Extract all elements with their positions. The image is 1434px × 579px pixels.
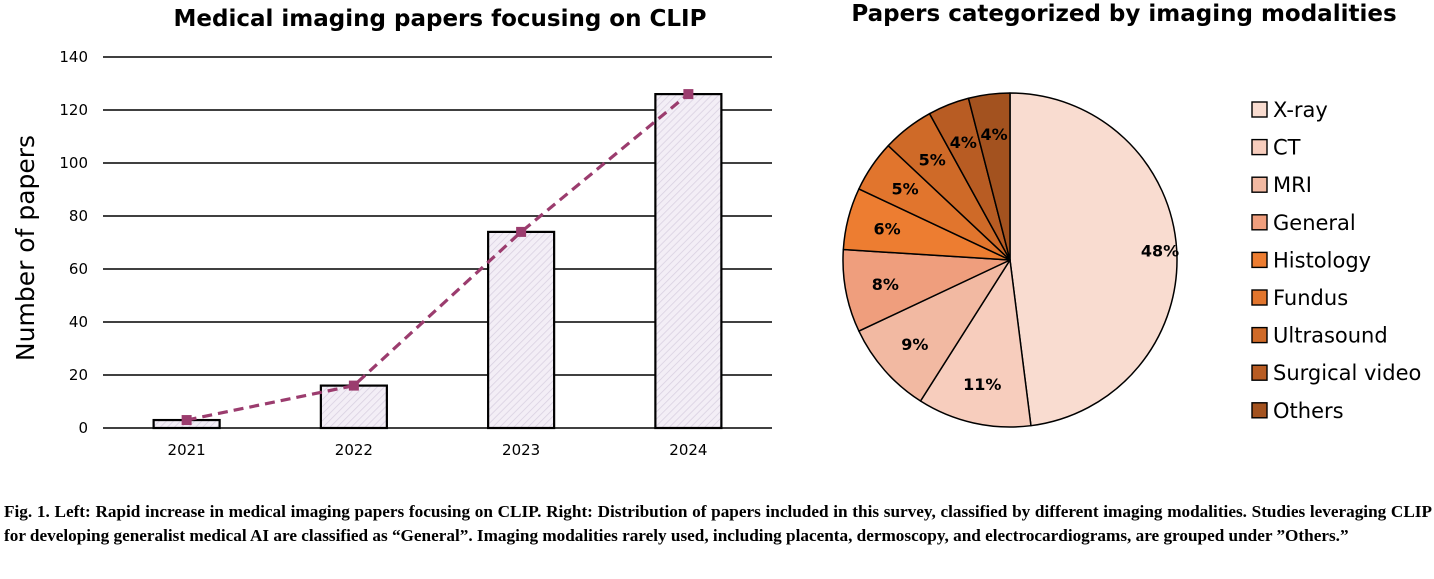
trend-line-path [186, 92, 690, 422]
legend-label: Surgical video [1273, 361, 1421, 385]
slice-mri [858, 259, 1011, 402]
y-tick-label: 100 [59, 154, 88, 172]
y-tick-label: 80 [69, 207, 88, 225]
y-axis-ticks: 0 20 40 60 80 100 120 140 [59, 48, 88, 437]
slice-label: 4% [950, 133, 977, 152]
y-tick-label: 120 [59, 101, 88, 119]
legend-label: General [1273, 211, 1356, 235]
x-tick-label: 2021 [168, 441, 206, 459]
y-tick-label: 20 [69, 366, 88, 384]
pie-chart-title: Papers categorized by imaging modalities [851, 1, 1396, 27]
slice-label: 9% [901, 335, 928, 354]
slice-others [967, 92, 1011, 261]
x-tick-label: 2022 [335, 441, 373, 459]
legend-label: Others [1273, 399, 1344, 423]
pie-slices [842, 92, 1178, 428]
legend-label: CT [1273, 136, 1301, 160]
figure: Medical imaging papers focusing on CLIP … [11, 1, 1421, 459]
bar-chart: Medical imaging papers focusing on CLIP … [11, 6, 772, 459]
slice-label: 5% [919, 151, 946, 170]
y-axis-label: Number of papers [11, 135, 40, 361]
legend-swatch [1251, 402, 1268, 419]
legend-swatch [1251, 214, 1268, 231]
legend: X-ray CT MRI General Histology Fundus Ultrasou… [1251, 98, 1421, 423]
legend-label: Fundus [1273, 286, 1348, 310]
bars [152, 92, 723, 430]
pie-labels: 48%11%9%8%6%5%5%4% 4% [872, 125, 1179, 394]
x-tick-label: 2024 [669, 441, 707, 459]
legend-swatch [1251, 326, 1268, 344]
gridlines [103, 56, 772, 429]
legend-label: Histology [1273, 248, 1371, 272]
x-axis-ticks: 2021 2022 2023 2024 [168, 441, 708, 459]
x-tick-label: 2023 [502, 441, 540, 459]
legend-label: X-ray [1273, 98, 1328, 122]
slice-ct [919, 259, 1032, 428]
trend-marker-2024 [683, 89, 694, 100]
slice-label: 8% [872, 275, 899, 294]
legend-label: MRI [1273, 173, 1312, 197]
trend-line [181, 89, 694, 426]
slice-label: 4% [981, 125, 1008, 144]
legend-swatch [1251, 101, 1268, 118]
slice-label: 11% [963, 375, 1001, 394]
bar-2023 [487, 230, 556, 430]
slice-label: 48% [1141, 242, 1179, 261]
slice-x-ray [1009, 92, 1178, 427]
figure-caption: Fig. 1. Left: Rapid increase in medical … [4, 502, 1432, 545]
y-tick-label: 0 [78, 419, 88, 437]
trend-marker-2022 [348, 380, 359, 391]
trend-marker-2021 [181, 415, 192, 426]
y-tick-label: 40 [69, 313, 88, 331]
bar-2024 [654, 92, 723, 430]
pie-chart: Papers categorized by imaging modalities… [842, 1, 1421, 428]
slice-label: 5% [891, 180, 918, 199]
y-tick-label: 140 [59, 48, 88, 66]
bar-chart-title: Medical imaging papers focusing on CLIP [174, 6, 707, 32]
trend-marker-2023 [516, 226, 527, 237]
y-tick-label: 60 [69, 260, 88, 278]
legend-swatch [1251, 364, 1268, 381]
legend-swatch [1251, 289, 1268, 306]
slice-label: 6% [873, 219, 900, 238]
legend-swatch [1251, 176, 1268, 193]
legend-swatch [1251, 138, 1268, 156]
legend-swatch [1251, 251, 1268, 269]
legend-label: Ultrasound [1273, 324, 1388, 348]
